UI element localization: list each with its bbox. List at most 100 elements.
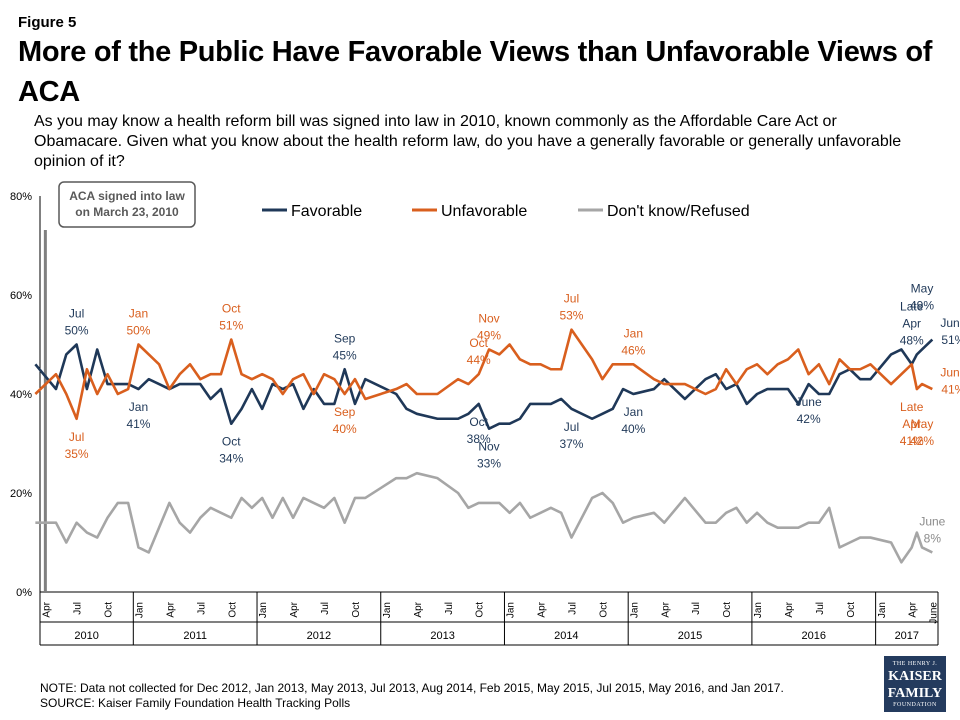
x-year-label: 2016 <box>802 630 826 642</box>
footnote: NOTE: Data not collected for Dec 2012, J… <box>40 681 784 711</box>
data-label: 51% <box>219 319 243 333</box>
data-label: 49% <box>910 298 934 312</box>
legend-label: Favorable <box>291 203 362 220</box>
data-label: 38% <box>467 432 491 446</box>
data-label: 48% <box>900 333 924 347</box>
x-tick-label: Jan <box>506 602 517 618</box>
x-tick-label: Apr <box>42 601 53 617</box>
data-label: Jul <box>564 292 579 306</box>
data-label: 50% <box>126 324 150 338</box>
x-tick-label: Oct <box>475 602 486 618</box>
x-tick-label: Jul <box>815 602 826 615</box>
data-label: June <box>796 395 822 409</box>
annotation-box <box>58 181 196 228</box>
data-label: Jan <box>129 307 148 321</box>
y-tick-label: 80% <box>10 191 32 203</box>
x-tick-label: Jan <box>258 602 269 618</box>
x-tick-label: Jan <box>382 602 393 618</box>
data-label: 40% <box>333 422 357 436</box>
x-tick-label: June <box>928 602 939 624</box>
x-tick-label: Apr <box>165 601 176 617</box>
x-year-label: 2015 <box>678 630 702 642</box>
data-label: Jul <box>69 307 84 321</box>
data-label: Sep <box>334 405 356 419</box>
data-label: Oct <box>469 336 488 350</box>
data-label: 45% <box>333 348 357 362</box>
data-label: 46% <box>621 343 645 357</box>
x-tick-label: Oct <box>722 602 733 618</box>
data-label: Jan <box>624 326 643 340</box>
data-label: Oct <box>222 435 241 449</box>
data-label: 49% <box>477 328 501 342</box>
x-year-label: 2011 <box>183 630 207 642</box>
data-label: May <box>911 281 934 295</box>
chart-title: More of the Public Have Favorable Views … <box>18 36 933 108</box>
annotation-text-line: ACA signed into law <box>69 189 185 203</box>
data-label: Nov <box>478 311 499 325</box>
data-label: Jul <box>69 430 84 444</box>
logo-line: FOUNDATION <box>893 702 937 708</box>
x-tick-label: Jul <box>320 602 331 615</box>
y-tick-label: 40% <box>10 389 32 401</box>
logo-word: FAMILY <box>887 686 943 701</box>
x-tick-label: Oct <box>104 602 115 618</box>
data-label: Apr <box>902 417 921 431</box>
x-year-label: 2014 <box>554 630 578 642</box>
series-line <box>35 471 933 564</box>
annotation-text-line: on March 23, 2010 <box>75 205 179 219</box>
y-tick-label: 60% <box>10 290 32 302</box>
data-label: Apr <box>902 316 921 330</box>
x-tick-label: Apr <box>289 601 300 617</box>
data-label: 41% <box>900 434 924 448</box>
x-tick-label: Jul <box>567 602 578 615</box>
data-label: 42% <box>797 412 821 426</box>
data-label: 44% <box>467 353 491 367</box>
data-label: 37% <box>559 437 583 451</box>
x-tick-label: Oct <box>846 602 857 618</box>
data-label: Jul <box>564 420 579 434</box>
data-label: 35% <box>65 447 89 461</box>
legend-label: Don't know/Refused <box>607 203 750 220</box>
y-tick-label: 20% <box>10 488 32 500</box>
x-tick-label: Jan <box>877 602 888 618</box>
line-chart: 0% 20% 40% 60% 80% 2010 2011 2012 2013 2014 2015 20… <box>10 181 960 646</box>
x-tick-label: Jan <box>134 602 145 618</box>
data-label: Nov <box>478 440 499 454</box>
data-label: 41% <box>126 417 150 431</box>
figure-label: Figure 5 <box>18 14 77 31</box>
data-label: 42% <box>910 434 934 448</box>
legend-label: Unfavorable <box>441 203 527 220</box>
x-tick-label: Jul <box>691 602 702 615</box>
x-tick-label: Jul <box>444 602 455 615</box>
data-label: 40% <box>621 422 645 436</box>
data-label: June <box>919 514 945 528</box>
x-year-label: 2010 <box>74 630 98 642</box>
data-label: Jan <box>129 400 148 414</box>
x-year-label: 2017 <box>895 630 919 642</box>
data-label: Sep <box>334 331 356 345</box>
x-tick-label: Oct <box>227 602 238 618</box>
note-line: NOTE: Data not collected for Dec 2012, J… <box>40 681 784 695</box>
data-label: 50% <box>65 324 89 338</box>
data-label: Oct <box>469 415 488 429</box>
data-label: 34% <box>219 452 243 466</box>
x-tick-label: Apr <box>660 601 671 617</box>
x-tick-label: Oct <box>351 602 362 618</box>
x-tick-label: Jul <box>73 602 84 615</box>
series-line <box>34 328 933 421</box>
x-tick-label: Oct <box>598 602 609 618</box>
logo-line: THE HENRY J. <box>892 661 938 667</box>
x-tick-label: Apr <box>537 601 548 617</box>
data-label: 41% <box>941 383 960 397</box>
source-line: SOURCE: Kaiser Family Foundation Health … <box>40 696 351 710</box>
data-label: 53% <box>559 309 583 323</box>
x-year-label: 2013 <box>430 630 454 642</box>
data-label: June <box>940 316 960 330</box>
kff-logo: THE HENRY J. KAISER FAMILY FOUNDATION <box>884 656 946 712</box>
x-tick-label: Apr <box>784 601 795 617</box>
series-line <box>34 338 934 430</box>
data-label: Jan <box>624 405 643 419</box>
data-label: June <box>940 366 960 380</box>
logo-word: KAISER <box>888 669 942 684</box>
data-label: 33% <box>477 457 501 471</box>
